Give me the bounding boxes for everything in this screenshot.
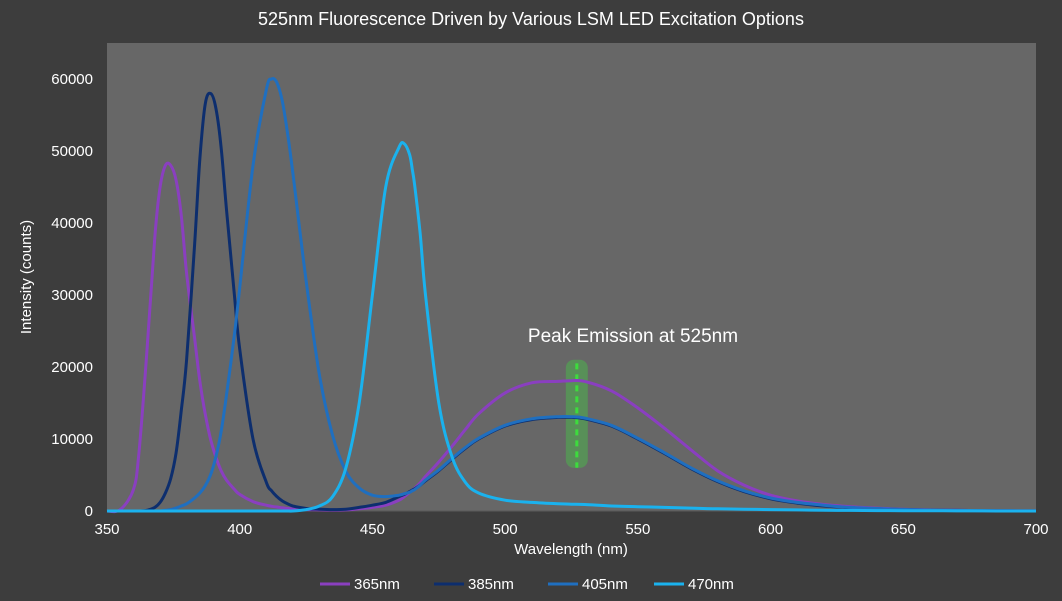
legend-label: 365nm [354,576,400,593]
x-axis-title: Wavelength (nm) [514,541,628,558]
series-line-470nm [107,140,1036,513]
x-tick-label: 350 [94,521,119,538]
annotation-label: Peak Emission at 525nm [528,326,738,347]
chart-title: 525nm Fluorescence Driven by Various LSM… [258,9,804,29]
series-line-365nm [106,161,1037,514]
x-tick-label: 700 [1023,521,1048,538]
y-tick-label: 50000 [51,143,93,160]
legend-item-365nm: 365nm [320,576,400,593]
y-axis-ticks: 0 10000 20000 30000 40000 50000 60000 [51,71,93,520]
y-tick-label: 60000 [51,71,93,88]
y-tick-label: 20000 [51,359,93,376]
x-axis-ticks: 350 400 450 500 550 600 650 700 [94,521,1048,538]
x-tick-label: 400 [227,521,252,538]
x-tick-label: 550 [625,521,650,538]
x-tick-label: 500 [493,521,518,538]
y-axis-title: Intensity (counts) [18,220,35,334]
legend-item-405nm: 405nm [548,576,628,593]
legend-label: 470nm [688,576,734,593]
series-line-405nm [107,77,1037,513]
plot-area [107,43,1036,511]
legend-label: 405nm [582,576,628,593]
series-lines [106,77,1037,514]
x-tick-label: 650 [891,521,916,538]
y-tick-label: 0 [85,503,93,520]
peak-glow [565,359,588,468]
legend-label: 385nm [468,576,514,593]
legend: 365nm 385nm 405nm 470nm [320,576,734,593]
x-tick-label: 450 [360,521,385,538]
legend-item-385nm: 385nm [434,576,514,593]
peak-emission-marker [565,359,588,468]
legend-item-470nm: 470nm [654,576,734,593]
y-tick-label: 30000 [51,287,93,304]
x-tick-label: 600 [758,521,783,538]
y-tick-label: 40000 [51,215,93,232]
y-tick-label: 10000 [51,431,93,448]
